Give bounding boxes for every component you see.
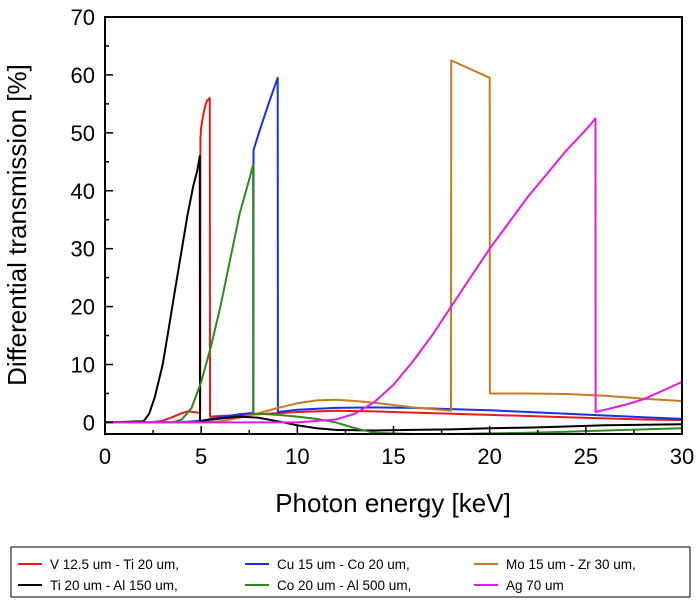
series-layer [105, 59, 682, 434]
x-tick-label-2: 10 [285, 444, 309, 469]
legend-box [10, 546, 691, 598]
x-axis-title: Photon energy [keV] [275, 488, 511, 518]
y-tick-label-4: 40 [71, 179, 95, 204]
y-tick-label-2: 20 [71, 295, 95, 320]
legend-label-6: Ag 70 um [506, 578, 564, 593]
legend-label-5: Co 20 um - Al 500 um, [277, 578, 411, 593]
y-axis-title: Differential transmission [%] [2, 64, 32, 386]
series-line-6 [105, 117, 682, 424]
y-tick-label-1: 10 [71, 353, 95, 378]
x-tick-label-3: 15 [381, 444, 405, 469]
x-tick-label-0: 0 [99, 444, 111, 469]
y-tick-label-6: 60 [71, 63, 95, 88]
y-tick-label-7: 70 [71, 5, 95, 30]
y-tick-label-5: 50 [71, 121, 95, 146]
ticks-layer: 0 5 10 15 20 25 30 0 10 20 30 40 50 60 70 [71, 5, 695, 469]
legend-label-2: Cu 15 um - Co 20 um, [277, 557, 410, 572]
series-line-1 [105, 97, 682, 424]
series-line-4 [105, 155, 682, 432]
legend-label-3: Mo 15 um - Zr 30 um, [506, 557, 636, 572]
series-line-3 [105, 59, 682, 424]
x-tick-label-6: 30 [670, 444, 694, 469]
x-tick-label-1: 5 [195, 444, 207, 469]
y-tick-label-0: 0 [83, 410, 95, 435]
series-line-2 [105, 76, 682, 424]
x-tick-label-5: 25 [574, 444, 598, 469]
legend-label-4: Ti 20 um - Al 150 um, [50, 578, 178, 593]
y-tick-label-3: 30 [71, 237, 95, 262]
legend: V 12.5 um - Ti 20 um, Cu 15 um - Co 20 um… [10, 546, 691, 598]
x-tick-label-4: 20 [477, 444, 501, 469]
legend-label-1: V 12.5 um - Ti 20 um, [50, 557, 179, 572]
